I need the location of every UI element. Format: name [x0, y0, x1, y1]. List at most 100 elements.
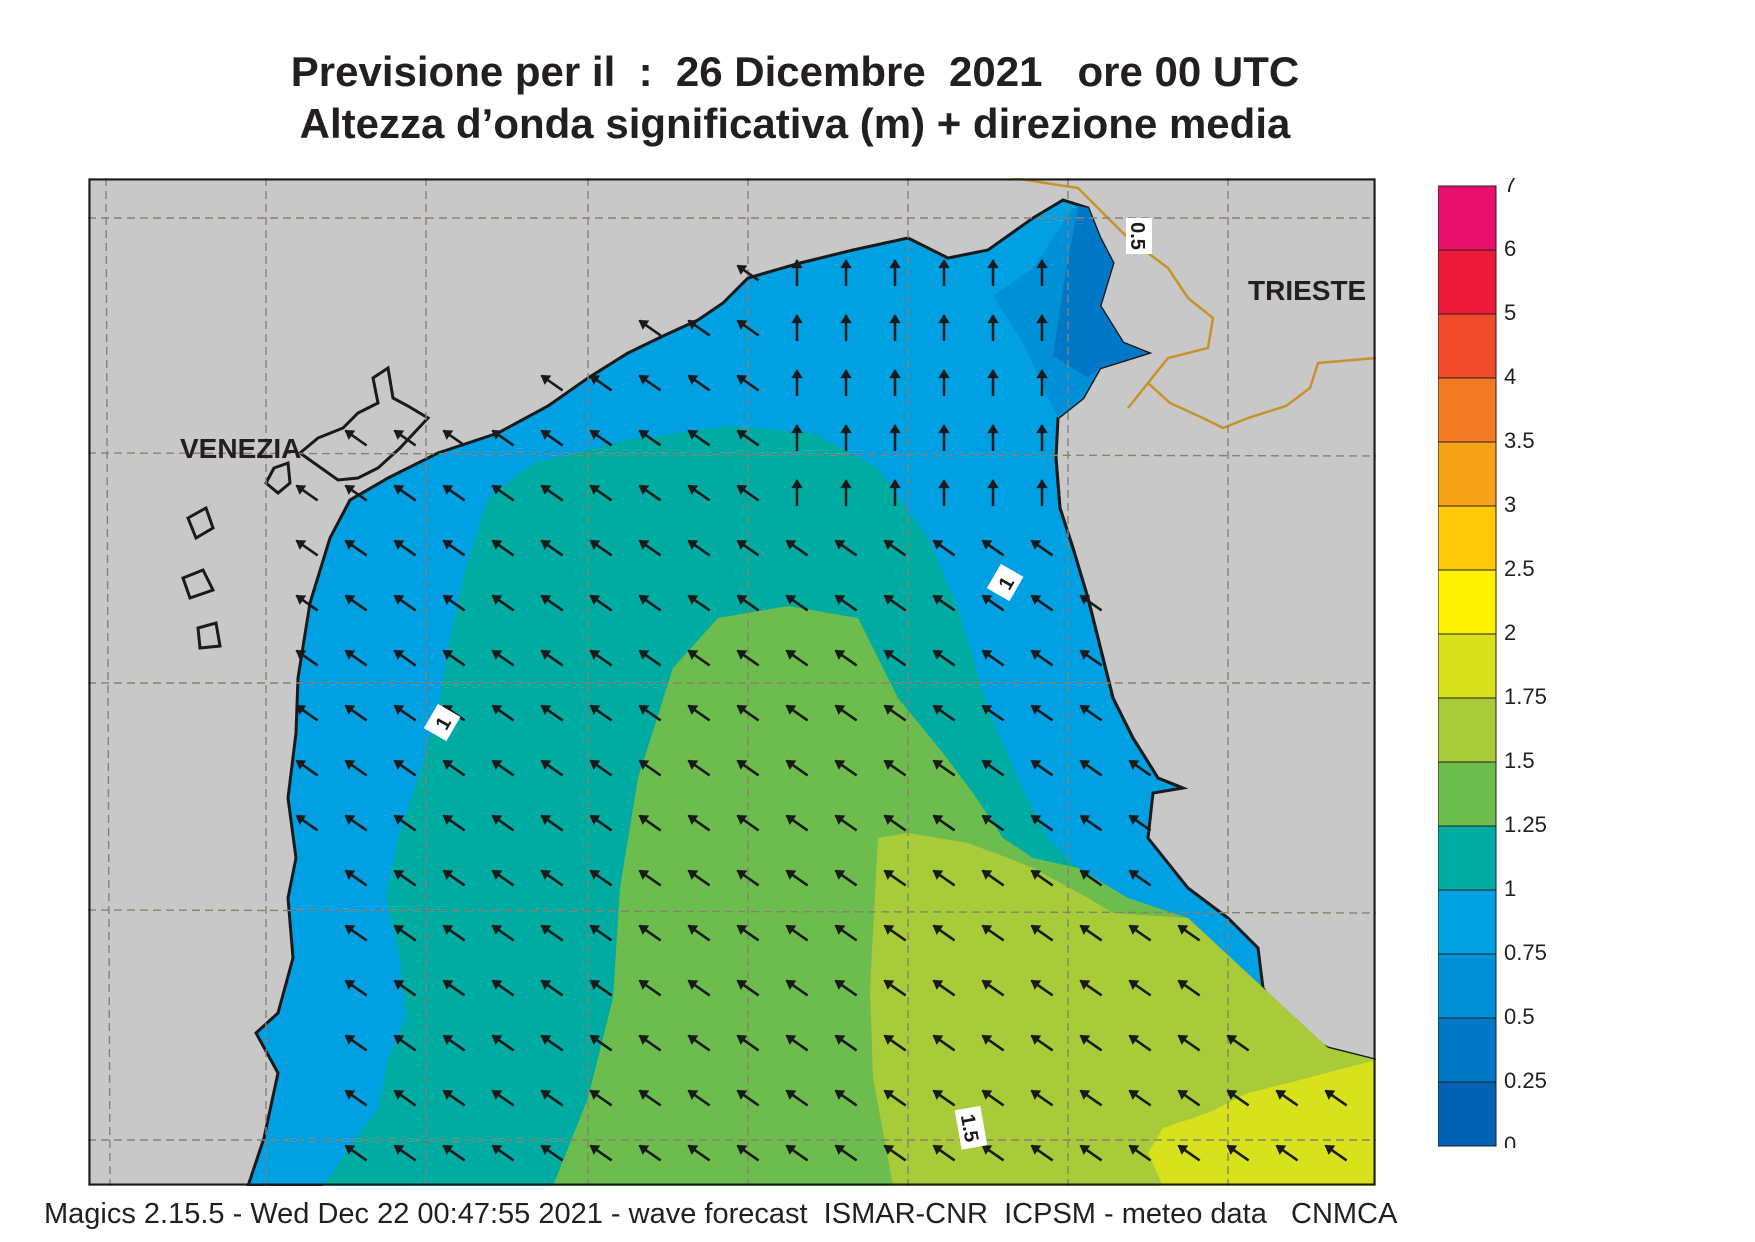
wave-arrow-head [393, 1145, 405, 1155]
wave-arrow-head [589, 980, 601, 990]
wave-arrow-head [981, 595, 993, 605]
wave-arrow-head [638, 320, 650, 330]
wave-arrow-head [491, 650, 503, 660]
wave-arrow-head [1128, 1145, 1140, 1155]
wave-arrow-head [589, 1145, 601, 1155]
legend-swatch [1438, 697, 1497, 763]
wave-arrow-head [1030, 650, 1042, 660]
wave-arrow-head [589, 375, 601, 385]
wave-arrow-head [638, 540, 650, 550]
wave-arrow-head [1079, 980, 1091, 990]
wave-arrow-head [785, 705, 797, 715]
legend-swatch [1438, 633, 1497, 699]
wave-arrow-head [295, 485, 307, 495]
wave-arrow-head [540, 815, 552, 825]
wave-arrow-head [840, 479, 852, 489]
wave-arrow-head [791, 369, 803, 379]
wave-arrow-head [589, 540, 601, 550]
wave-arrow-head [442, 650, 454, 660]
wave-arrow-head [589, 430, 601, 440]
wave-arrow-head [344, 980, 356, 990]
wave-arrow-head [393, 925, 405, 935]
wave-arrow-head [589, 815, 601, 825]
wave-arrow-head [344, 430, 356, 440]
wave-arrow-head [1036, 259, 1048, 269]
wave-arrow-head [1036, 369, 1048, 379]
wave-arrow-head [791, 314, 803, 324]
wave-arrow-head [883, 870, 895, 880]
wave-arrow-head [981, 980, 993, 990]
wave-arrow-head [834, 1145, 846, 1155]
wave-arrow-head [883, 980, 895, 990]
wave-arrow-head [393, 870, 405, 880]
wave-arrow-head [638, 980, 650, 990]
wave-arrow-head [1030, 1090, 1042, 1100]
wave-arrow-head [1177, 1090, 1189, 1100]
wave-arrow-head [687, 540, 699, 550]
wave-arrow-head [785, 1145, 797, 1155]
wave-arrow-head [883, 1035, 895, 1045]
wave-arrow-head [1226, 1035, 1238, 1045]
wave-arrow-head [1128, 760, 1140, 770]
wave-arrow-head [1275, 1090, 1287, 1100]
wave-arrow-head [393, 485, 405, 495]
legend-label: 0.25 [1504, 1068, 1547, 1093]
wave-arrow-head [540, 1090, 552, 1100]
wave-arrow-head [791, 259, 803, 269]
wave-arrow-head [344, 925, 356, 935]
wave-arrow-head [638, 1035, 650, 1045]
wave-arrow-head [491, 1090, 503, 1100]
wave-arrow-head [491, 760, 503, 770]
sea-band-175-2 [1148, 1060, 1376, 1186]
wave-arrow-head [889, 314, 901, 324]
wave-arrow-head [638, 1090, 650, 1100]
legend-label: 0 [1504, 1132, 1516, 1148]
wave-arrow-head [834, 1035, 846, 1045]
wave-arrow-head [1079, 650, 1091, 660]
wave-arrow-head [932, 1145, 944, 1155]
wave-arrow-head [791, 424, 803, 434]
wave-arrow-head [1030, 1035, 1042, 1045]
wave-arrow-head [932, 1035, 944, 1045]
wave-arrow-head [589, 485, 601, 495]
wave-arrow-head [736, 760, 748, 770]
wave-arrow-head [540, 870, 552, 880]
wave-arrow-head [736, 430, 748, 440]
wave-arrow-head [1079, 705, 1091, 715]
wave-arrow-head [393, 980, 405, 990]
wave-arrow-head [736, 265, 748, 275]
wave-arrow-head [1079, 815, 1091, 825]
wave-arrow-head [295, 705, 307, 715]
wave-arrow-head [442, 485, 454, 495]
wave-arrow-head [540, 540, 552, 550]
wave-arrow-head [638, 705, 650, 715]
wave-arrow-head [393, 595, 405, 605]
wave-arrow-head [834, 540, 846, 550]
wave-arrow-head [442, 815, 454, 825]
wave-arrow-head [687, 925, 699, 935]
wave-height-legend: 7 6 5 4 3.5 3 2.5 2 1.75 1.5 1.25 1 0.75 0.5 0.25 0 [1438, 178, 1547, 1148]
map-frame [88, 178, 1376, 1186]
wave-arrow-head [540, 375, 552, 385]
wave-arrow-head [344, 1145, 356, 1155]
wave-arrow-head [540, 650, 552, 660]
wave-arrow-head [932, 815, 944, 825]
legend-swatch [1438, 505, 1497, 571]
wave-arrow-head [491, 430, 503, 440]
legend-swatch [1438, 1017, 1497, 1083]
legend-label: 7 [1504, 178, 1516, 197]
wave-arrow-head [981, 760, 993, 770]
wave-arrow-head [785, 540, 797, 550]
wave-arrow-head [1030, 980, 1042, 990]
wave-arrow-head [491, 705, 503, 715]
wave-arrow-head [834, 760, 846, 770]
wave-arrow-head [981, 540, 993, 550]
wave-arrow-head [785, 650, 797, 660]
wave-arrow-head [442, 980, 454, 990]
wave-arrow-head [687, 870, 699, 880]
wave-arrow-head [442, 430, 454, 440]
wave-arrow-head [687, 430, 699, 440]
wave-arrow-head [491, 1035, 503, 1045]
state-border [1012, 178, 1376, 430]
wave-arrow-head [491, 595, 503, 605]
